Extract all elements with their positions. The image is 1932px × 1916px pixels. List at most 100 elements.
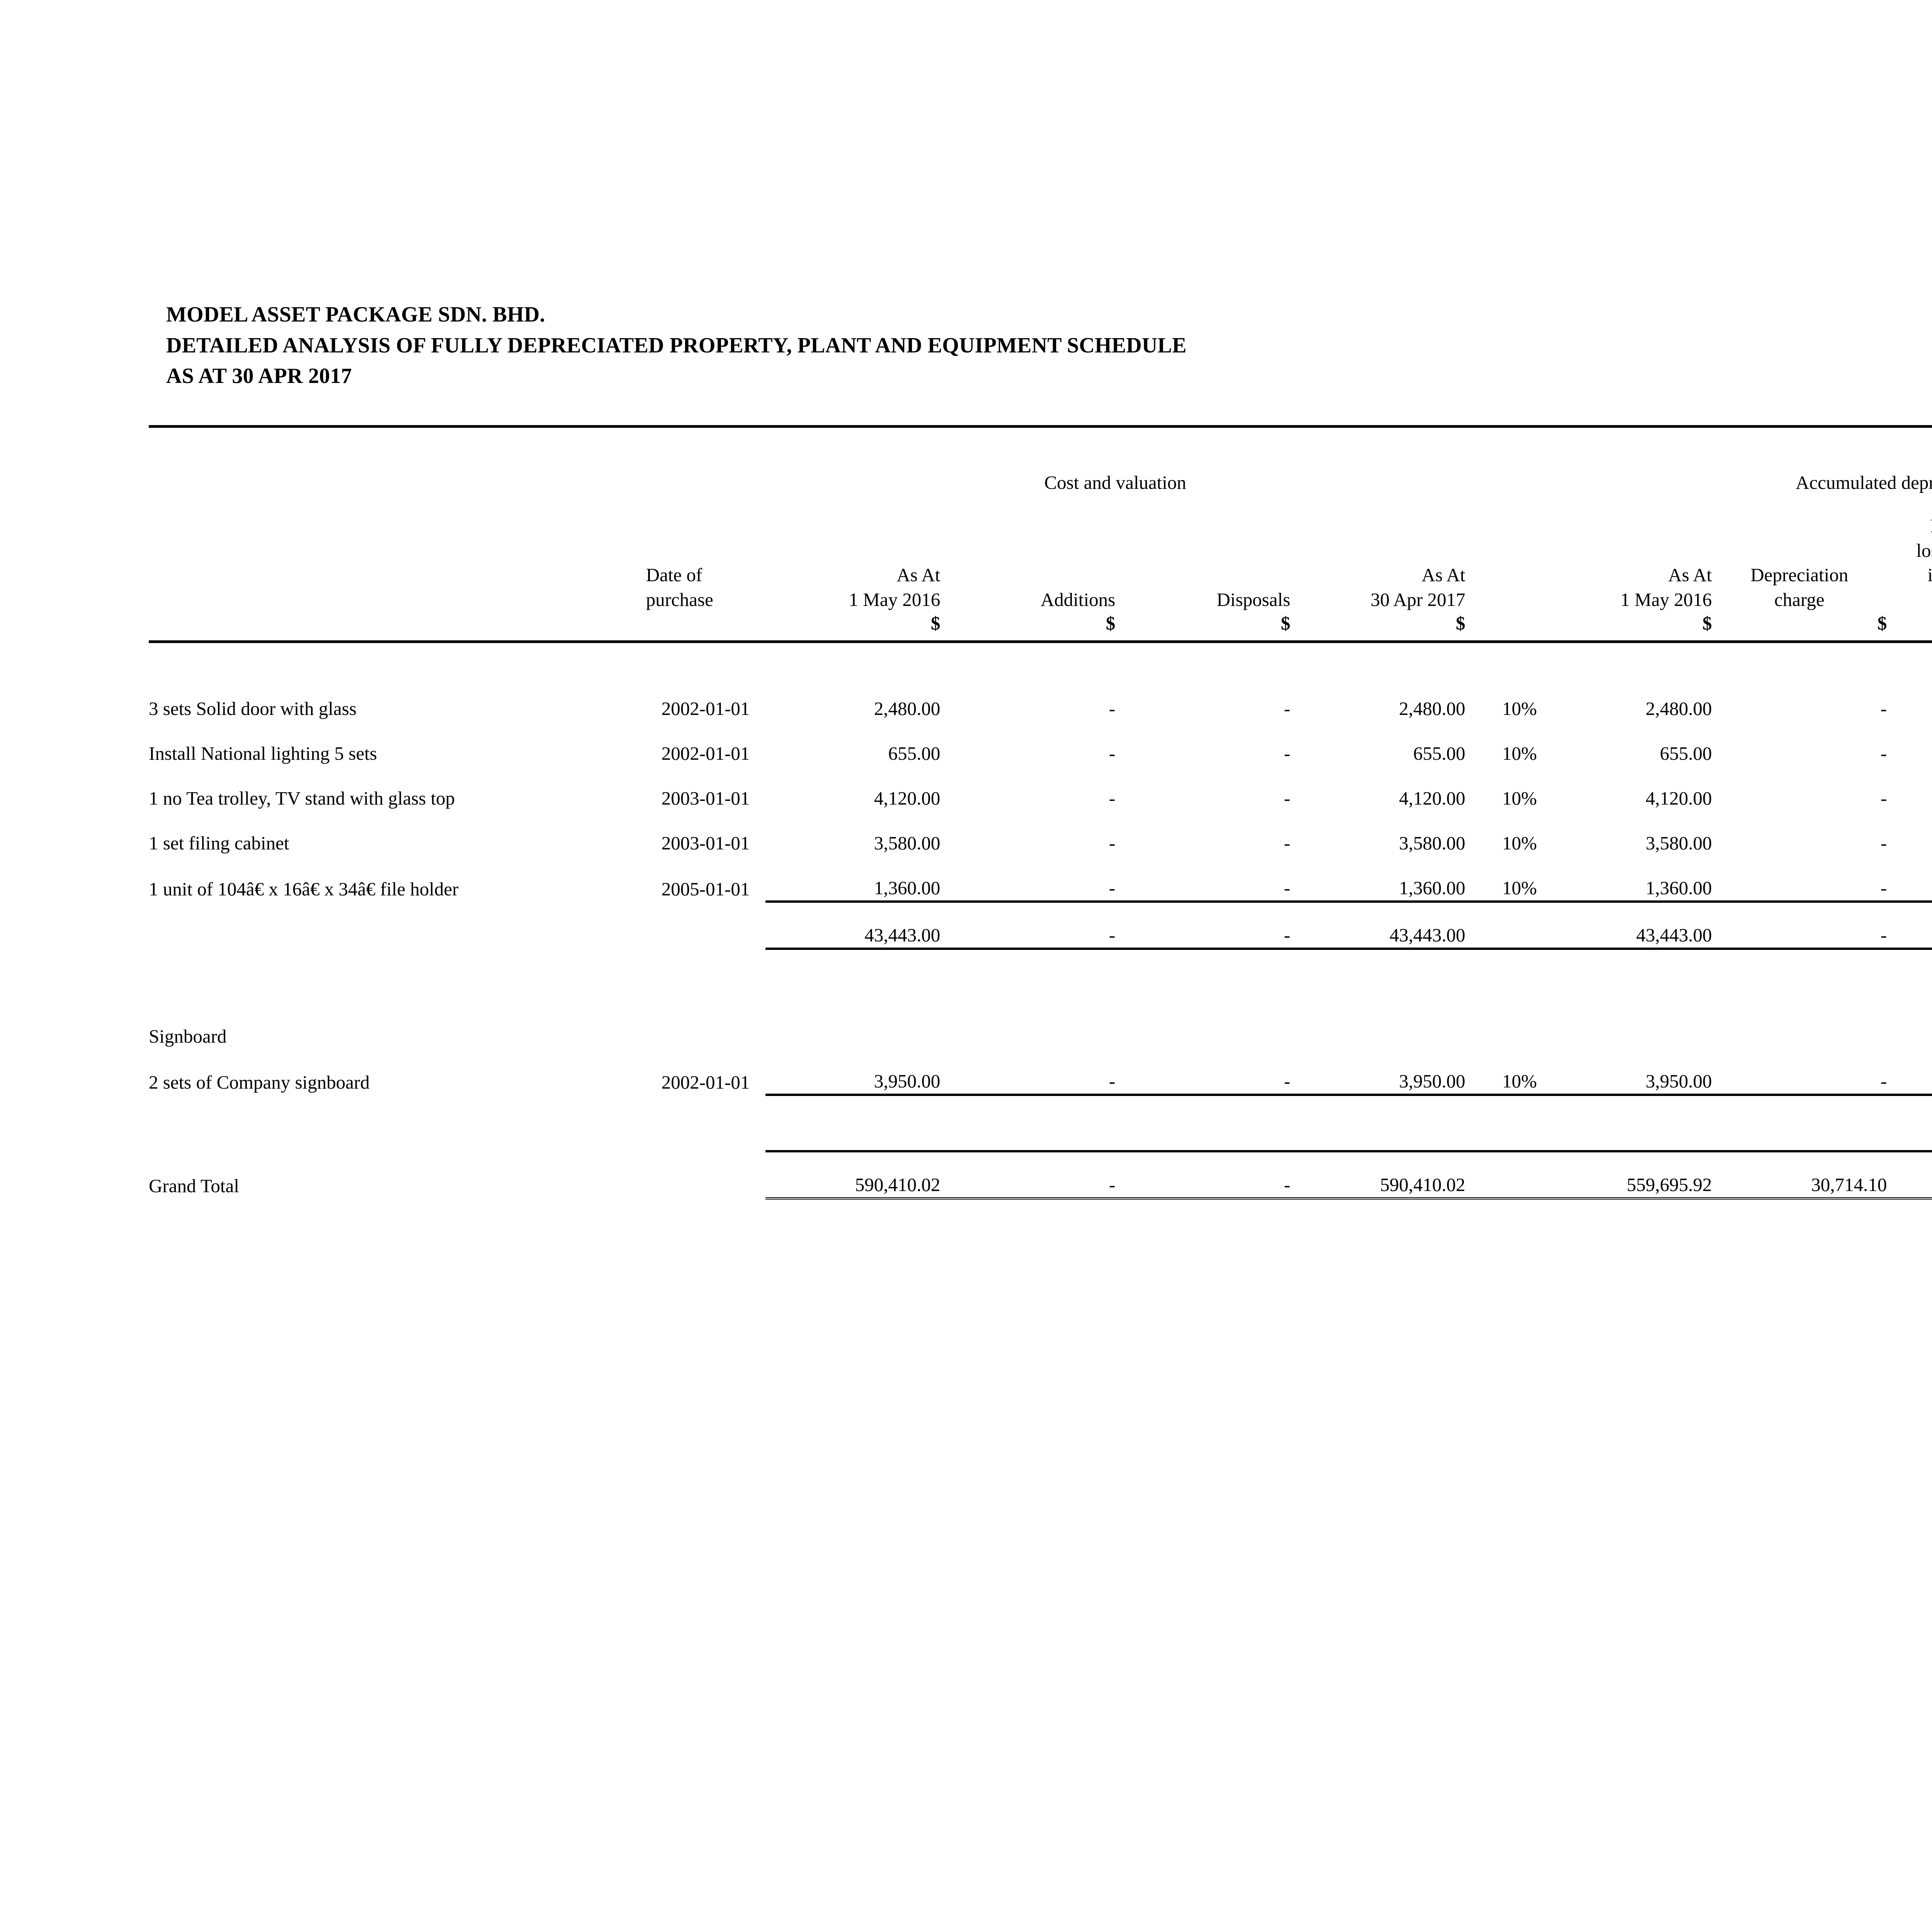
grand-total-cost-close: 590,410.02	[1290, 1150, 1466, 1200]
group-accumulated-depreciation: Accumulated depreciation and impairment …	[1796, 472, 1932, 493]
col-acc-open-line2: 1 May 2016	[1620, 589, 1712, 611]
row-description: 1 no Tea trolley, TV stand with glass to…	[149, 787, 455, 809]
table-row: Install National lighting 5 sets 2002-01…	[149, 721, 1932, 766]
col-date-line2: purchase	[646, 589, 713, 611]
row-cost-open: 2,480.00	[874, 698, 940, 719]
ppe-schedule-table: Net carrying Cost and valuation Accumula…	[149, 425, 1932, 1200]
currency-impairment: $	[1887, 612, 1932, 643]
row-impairment: -	[1887, 676, 1932, 721]
row-disposals-cost: -	[1284, 877, 1291, 898]
grand-total-dep-charge: 30,714.10	[1712, 1150, 1887, 1200]
grand-total-label: Grand Total	[149, 1175, 239, 1196]
subtotal-impairment: -	[1887, 900, 1932, 950]
grand-total-rate	[1465, 1150, 1537, 1200]
col-cost-open-line2: 1 May 2016	[849, 589, 940, 611]
col-impairment-line3: in profit and	[1927, 564, 1932, 586]
row-cost-close: 1,360.00	[1399, 877, 1466, 898]
row-dep-charge: -	[1712, 1048, 1887, 1096]
row-additions: -	[1109, 832, 1116, 854]
grand-total-date	[646, 1151, 765, 1198]
row-cost-open: 4,120.00	[874, 787, 940, 809]
row-disposals-cost: -	[1284, 742, 1291, 764]
row-impairment: -	[1887, 1048, 1932, 1096]
row-additions: -	[1109, 877, 1116, 898]
row-description: 1 unit of 104â€ x 16â€ x 34â€ file holde…	[149, 878, 459, 900]
row-additions: -	[1109, 787, 1116, 809]
signboard-section-header: Signboard	[149, 1004, 1932, 1049]
table-row: 2 sets of Company signboard 2002-01-01 3…	[149, 1048, 1932, 1096]
row-disposals-cost: -	[1115, 1048, 1291, 1096]
row-date: 2003-01-01	[661, 832, 750, 854]
section-gap-spacer	[149, 949, 1932, 1004]
row-cost-close: 3,950.00	[1290, 1048, 1466, 1096]
col-impairment-line4: loss	[1887, 587, 1932, 612]
report-title: DETAILED ANALYSIS OF FULLY DEPRECIATED P…	[166, 333, 1187, 357]
row-impairment: -	[1887, 811, 1932, 856]
row-acc-open: 4,120.00	[1645, 787, 1712, 809]
row-dep-charge: -	[1880, 698, 1887, 719]
table-row: 1 no Tea trolley, TV stand with glass to…	[149, 766, 1932, 811]
subtotal-acc-open: 43,443.00	[1537, 900, 1712, 950]
row-rate: 10%	[1502, 698, 1537, 719]
row-date: 2002-01-01	[661, 698, 750, 719]
report-period: AS AT 30 APR 2017	[166, 364, 352, 388]
subtotal-cost-open: 43,443.00	[765, 900, 940, 950]
row-disposals-cost: -	[1284, 698, 1291, 719]
row-date: 2002-01-01	[661, 742, 750, 764]
document-headings: MODEL ASSET PACKAGE SDN. BHD. DETAILED A…	[166, 299, 1187, 392]
currency-dep-charge: $	[1712, 612, 1887, 643]
currency-symbol-row: $ $ $ $ $ $ $ $ $ $	[149, 612, 1932, 643]
column-header-line-b: purchase 1 May 2016 Additions Disposals …	[149, 587, 1932, 612]
table-row: 1 set filing cabinet 2003-01-01 3,580.00…	[149, 811, 1932, 856]
row-date: 2002-01-01	[661, 1071, 750, 1093]
row-impairment: -	[1887, 766, 1932, 811]
row-cost-open: 3,580.00	[874, 832, 940, 854]
header-top-rule	[149, 425, 1932, 429]
header-spacer	[149, 429, 1932, 449]
row-description: 1 set filing cabinet	[149, 832, 289, 854]
company-name: MODEL ASSET PACKAGE SDN. BHD.	[166, 303, 545, 327]
col-disposals-cost: Disposals	[1216, 589, 1291, 611]
column-header-line-a: Date of As At As At As At Depreciation i…	[149, 563, 1932, 587]
row-impairment: -	[1887, 721, 1932, 766]
row-description: 2 sets of Company signboard	[149, 1071, 370, 1093]
subtotal-additions: -	[940, 900, 1116, 950]
col-date-line1: Date of	[646, 564, 702, 586]
subtotal-row: 43,443.00 - - 43,443.00 43,443.00 - - - …	[149, 900, 1932, 950]
group-header-row-2: Cost and valuation Accumulated depreciat…	[149, 471, 1932, 493]
grand-total-impairment: (20,000.00)	[1887, 1150, 1932, 1200]
table-row: 3 sets Solid door with glass 2002-01-01 …	[149, 676, 1932, 721]
row-rate: 10%	[1502, 832, 1537, 854]
col-dep-charge-line1: Depreciation	[1750, 564, 1849, 586]
row-cost-open: 1,360.00	[874, 877, 940, 898]
row-cost-open: 3,950.00	[765, 1048, 940, 1096]
currency-cost-open: $	[765, 612, 940, 643]
col-acc-open-line1: As At	[1668, 564, 1712, 586]
row-rate: 10%	[1502, 742, 1537, 764]
row-date: 2003-01-01	[661, 787, 750, 809]
body-top-spacer	[149, 642, 1932, 676]
row-acc-open: 3,580.00	[1645, 832, 1712, 854]
row-additions: -	[1109, 698, 1116, 719]
row-additions: -	[940, 1048, 1116, 1096]
subtotal-rate	[1465, 900, 1537, 950]
row-acc-open: 3,950.00	[1537, 1048, 1712, 1096]
table-row: 1 unit of 104â€ x 16â€ x 34â€ file holde…	[149, 856, 1932, 902]
grand-total-disposals-cost: -	[1115, 1150, 1291, 1200]
row-impairment: -	[1887, 856, 1932, 902]
currency-additions: $	[940, 612, 1116, 643]
row-cost-close: 655.00	[1413, 742, 1466, 764]
row-additions: -	[1109, 742, 1116, 764]
row-description: 3 sets Solid door with glass	[149, 698, 357, 719]
currency-acc-open: $	[1537, 612, 1712, 643]
row-cost-close: 2,480.00	[1399, 698, 1466, 719]
signboard-label: Signboard	[149, 1025, 227, 1047]
impairment-header-line2: loss recognised	[149, 538, 1932, 563]
grand-total-additions: -	[940, 1150, 1116, 1200]
col-cost-close-line2: 30 Apr 2017	[1371, 589, 1466, 611]
row-dep-charge: -	[1880, 832, 1887, 854]
row-acc-open: 1,360.00	[1645, 877, 1712, 898]
impairment-header-line1: Impairment	[149, 514, 1932, 538]
group-header-row-1: Net carrying	[149, 449, 1932, 471]
